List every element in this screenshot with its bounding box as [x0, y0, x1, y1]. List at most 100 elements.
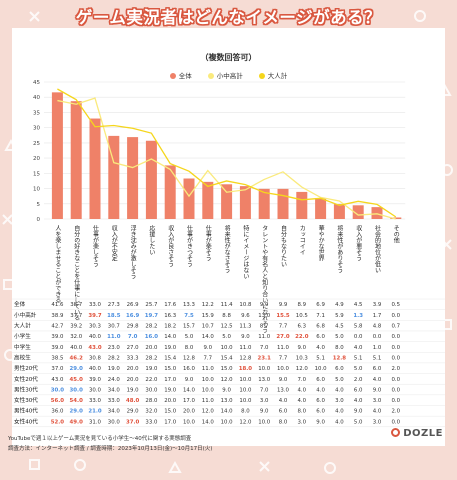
table-cell: 45.0	[70, 377, 84, 383]
table-row-label: 小中高計	[14, 311, 37, 319]
table-cell: 11.0	[277, 345, 290, 351]
table-cell: 12.8	[333, 355, 347, 361]
table-row-label: 中学生	[14, 343, 31, 351]
table-cell: 33.0	[89, 398, 102, 404]
table-cell: 14.0	[183, 387, 196, 393]
table-cell: 38.5	[51, 355, 63, 361]
category-label: 仕事がきつそう	[186, 224, 193, 267]
legend-swatch-adult	[258, 73, 265, 79]
category-label: 人を楽しませることができる	[54, 225, 61, 303]
table-cell: 9.0	[373, 387, 382, 393]
table-cell: 4.0	[335, 409, 344, 415]
table-cell: 2.0	[354, 377, 363, 383]
table-cell: 9.0	[354, 409, 363, 415]
category-label: 仕事が楽しそう	[92, 224, 99, 267]
table-cell: 23.0	[108, 345, 121, 351]
footer-line-2: 調査方法：インターネット調査 / 調査時期：2023年10月13日(金)～10月…	[8, 446, 213, 452]
table-cell: 5.1	[316, 355, 325, 361]
table-cell: 19.0	[164, 345, 177, 351]
table-cell: 10.0	[221, 419, 234, 425]
table-cell: 10.0	[202, 387, 215, 393]
table-cell: 41.6	[51, 302, 64, 308]
table-cell: 4.5	[354, 302, 363, 308]
table-cell: 10.0	[239, 377, 252, 383]
bar	[51, 92, 63, 219]
table-cell: 10.0	[239, 387, 252, 393]
chart-card	[12, 28, 445, 446]
table-cell: 8.7	[260, 324, 269, 330]
table-cell: 10.0	[221, 345, 234, 351]
table-cell: 10.7	[202, 324, 214, 330]
table-row-label: 全体	[14, 300, 26, 308]
table-cell: 14.0	[221, 409, 234, 415]
table-cell: 10.0	[277, 366, 290, 372]
table-cell: 11.0	[107, 334, 121, 340]
table-cell: 7.0	[260, 345, 269, 351]
bar	[183, 178, 195, 219]
category-label: 将来性がなさそう	[223, 224, 230, 273]
table-cell: 23.1	[258, 355, 272, 361]
table-cell: 14.0	[202, 334, 215, 340]
table-cell: 14.0	[202, 419, 215, 425]
table-cell: 32.0	[145, 409, 158, 415]
table-cell: 12.0	[239, 419, 252, 425]
table-cell: 5.1	[354, 355, 363, 361]
table-cell: 30.7	[108, 324, 120, 330]
table-cell: 25.7	[145, 302, 157, 308]
table-cell: 18.5	[107, 313, 121, 319]
table-row-label: 小学生	[14, 332, 31, 340]
table-cell: 18.2	[164, 324, 176, 330]
table-cell: 31.0	[89, 419, 102, 425]
table-cell: 20.0	[164, 398, 177, 404]
table-cell: 10.3	[296, 355, 308, 361]
table-cell: 9.9	[279, 302, 288, 308]
table-cell: 3.0	[335, 398, 344, 404]
table-cell: 11.0	[202, 366, 215, 372]
table-cell: 3.0	[260, 398, 269, 404]
logo-text: DOZLE	[403, 428, 443, 439]
table-cell: 13.3	[183, 302, 195, 308]
table-cell: 37.0	[126, 419, 140, 425]
table-cell: 12.2	[202, 302, 214, 308]
bar	[202, 181, 214, 219]
bar	[221, 184, 233, 219]
table-row-label: 女性30代	[14, 396, 38, 404]
table-cell: 39.2	[70, 324, 82, 330]
table-cell: 36.0	[51, 409, 64, 415]
table-cell: 48.0	[126, 398, 140, 404]
table-cell: 37.0	[51, 366, 64, 372]
table-cell: 7.0	[298, 377, 307, 383]
table-cell: 10.0	[183, 419, 196, 425]
table-cell: 5.0	[354, 419, 363, 425]
table-cell: 40.0	[89, 334, 102, 340]
table-cell: 7.7	[279, 355, 288, 361]
table-cell: 1.7	[373, 313, 382, 319]
table-row-label: 男性30代	[14, 385, 38, 393]
table-cell: 4.0	[279, 398, 288, 404]
table-cell: 6.0	[279, 409, 288, 415]
bar	[89, 118, 101, 219]
table-cell: 4.5	[335, 324, 344, 330]
table-cell: 12.0	[221, 377, 234, 383]
table-cell: 5.0	[335, 334, 344, 340]
brand-logo: DOZLE	[391, 428, 443, 439]
table-row-label: 女性40代	[14, 417, 38, 425]
table-cell: 4.0	[354, 398, 363, 404]
table-cell: 42.7	[51, 324, 63, 330]
y-tick-label: 5	[37, 202, 41, 208]
category-label: タレントや有名人と知り合いになれそう	[261, 225, 268, 333]
legend-swatch-elem-jhs	[207, 73, 214, 79]
table-cell: 16.0	[145, 334, 159, 340]
category-label: 収入が悪そう	[355, 225, 362, 261]
table-cell: 7.0	[260, 387, 269, 393]
category-label: 浮き沈みが激しそう	[129, 224, 136, 279]
table-row-label: 高校生	[14, 353, 31, 361]
table-cell: 39.0	[51, 334, 64, 340]
table-cell: 10.0	[239, 398, 252, 404]
table-cell: 15.0	[164, 366, 177, 372]
table-cell: 27.0	[276, 334, 290, 340]
table-cell: 5.0	[185, 334, 194, 340]
table-cell: 24.0	[108, 377, 121, 383]
table-cell: 4.0	[373, 409, 382, 415]
bar	[333, 204, 345, 219]
